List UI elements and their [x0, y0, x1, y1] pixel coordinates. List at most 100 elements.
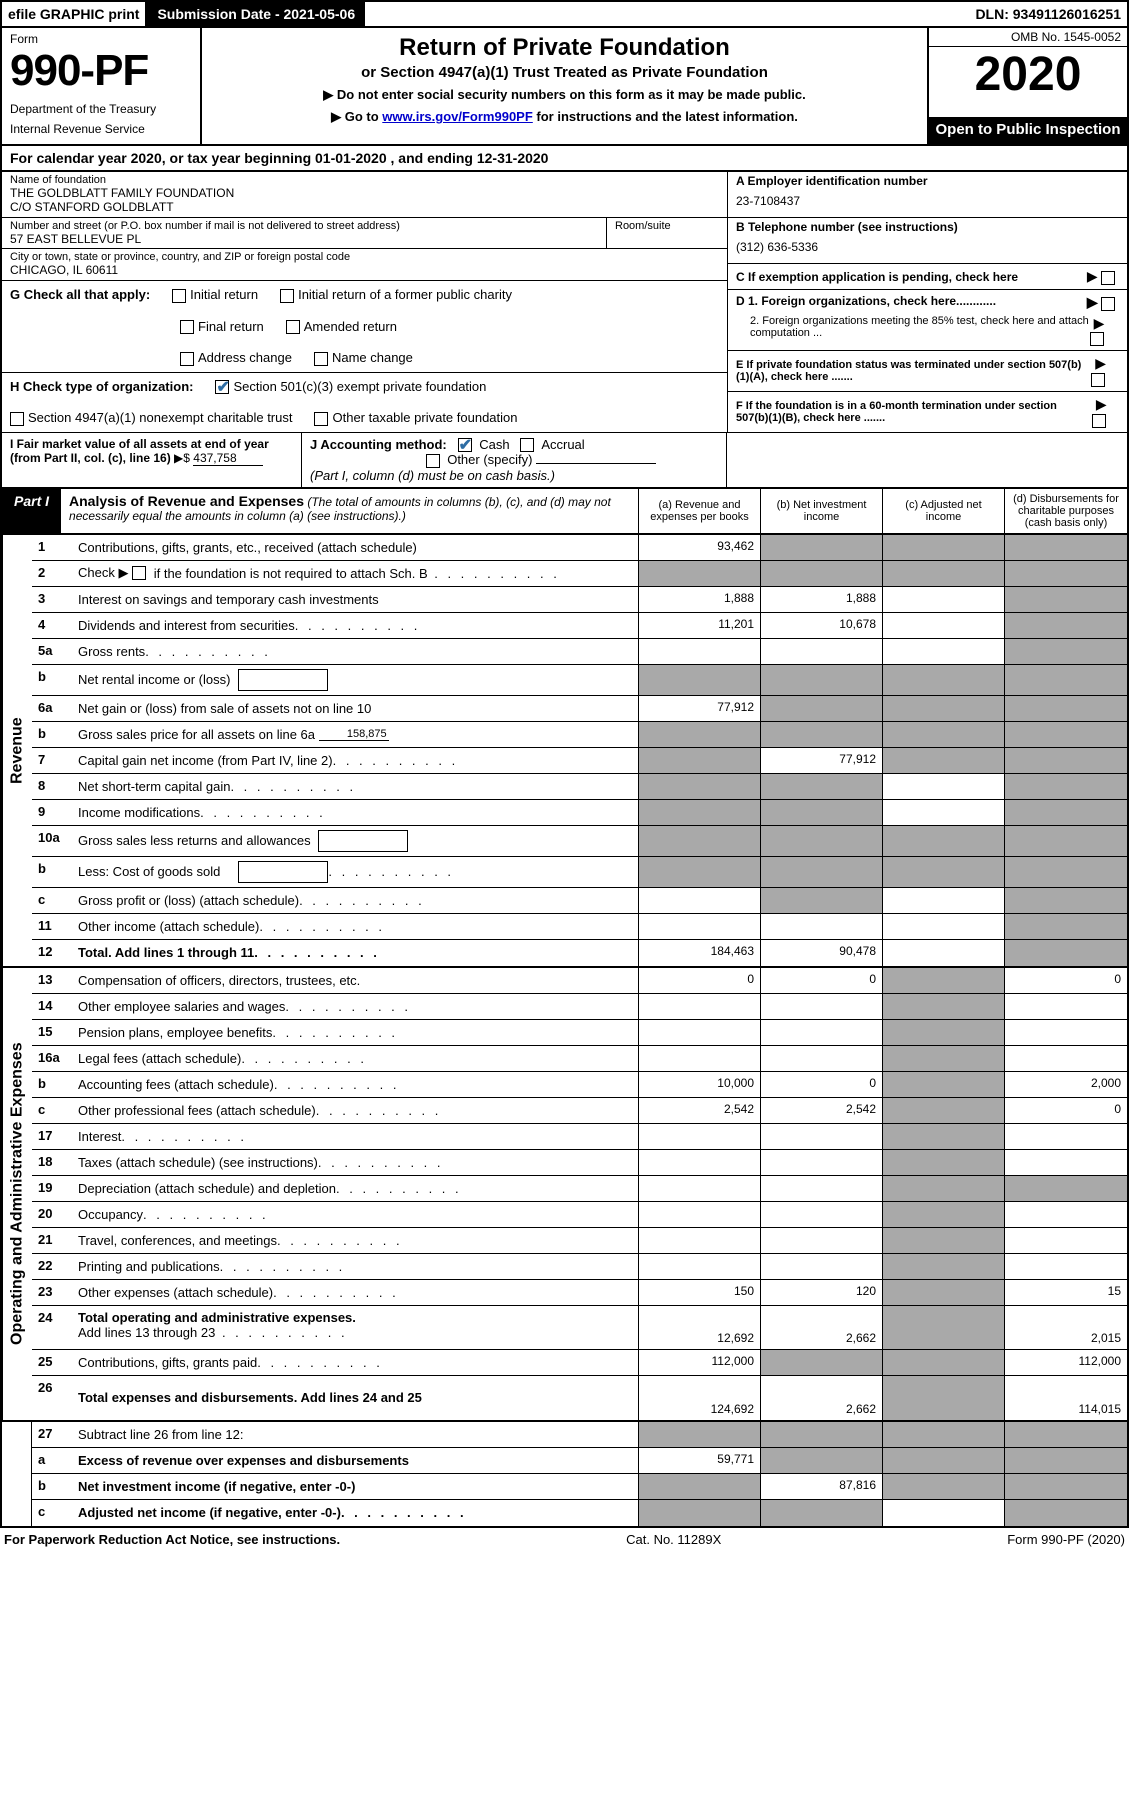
irs-label: Internal Revenue Service	[10, 122, 192, 136]
row-3: 3 Interest on savings and temporary cash…	[32, 587, 1127, 613]
efile-label[interactable]: efile GRAPHIC print	[2, 2, 147, 26]
row-27a: a Excess of revenue over expenses and di…	[32, 1448, 1127, 1474]
j-note: (Part I, column (d) must be on cash basi…	[310, 468, 555, 483]
col-b-hdr: (b) Net investment income	[761, 489, 883, 533]
dln-label: DLN: 93491126016251	[969, 6, 1127, 22]
name-label: Name of foundation	[10, 174, 719, 186]
footer-right: Form 990-PF (2020)	[1007, 1532, 1125, 1547]
checkbox-icon[interactable]	[280, 289, 294, 303]
checkbox-icon[interactable]	[1091, 373, 1105, 387]
row-23: 23 Other expenses (attach schedule) 150 …	[32, 1280, 1127, 1306]
e-label: E If private foundation status was termi…	[736, 359, 1091, 383]
checkbox-icon[interactable]	[180, 320, 194, 334]
checkbox-icon[interactable]	[180, 352, 194, 366]
city-label: City or town, state or province, country…	[10, 251, 719, 263]
checkbox-icon[interactable]	[1092, 414, 1106, 428]
part1-title: Analysis of Revenue and Expenses	[69, 493, 304, 509]
f-60month-row: F If the foundation is in a 60-month ter…	[728, 392, 1127, 432]
part1-header: Part I Analysis of Revenue and Expenses …	[0, 488, 1129, 535]
g-address-change[interactable]: Address change	[180, 350, 292, 366]
g-checks-row: G Check all that apply: Initial return I…	[2, 281, 727, 373]
accounting-cell: J Accounting method: Cash Accrual Other …	[302, 433, 727, 487]
d2-check[interactable]: ▶	[1090, 315, 1119, 346]
checkbox-icon[interactable]	[1101, 297, 1115, 311]
c-check[interactable]: ▶	[1083, 268, 1119, 285]
row-17: 17 Interest	[32, 1124, 1127, 1150]
checkbox-icon[interactable]	[314, 412, 328, 426]
header-left: Form 990-PF Department of the Treasury I…	[2, 28, 202, 144]
revenue-body: 1 Contributions, gifts, grants, etc., re…	[32, 535, 1127, 966]
checkbox-icon[interactable]	[520, 438, 534, 452]
checkbox-icon[interactable]	[314, 352, 328, 366]
row-16b: b Accounting fees (attach schedule) 10,0…	[32, 1072, 1127, 1098]
checkbox-icon[interactable]	[172, 289, 186, 303]
g-lead: G Check all that apply:	[10, 287, 150, 302]
checkbox-icon[interactable]	[1101, 271, 1115, 285]
row-22: 22 Printing and publications	[32, 1254, 1127, 1280]
d1-check[interactable]: ▶	[1083, 294, 1119, 311]
row-15: 15 Pension plans, employee benefits	[32, 1020, 1127, 1046]
checkbox-checked-icon[interactable]	[215, 380, 229, 394]
row-13: 13 Compensation of officers, directors, …	[32, 968, 1127, 994]
row-26: 26 Total expenses and disbursements. Add…	[32, 1376, 1127, 1420]
row-6a: 6a Net gain or (loss) from sale of asset…	[32, 696, 1127, 722]
g-initial-return[interactable]: Initial return	[172, 287, 258, 303]
row-1: 1 Contributions, gifts, grants, etc., re…	[32, 535, 1127, 561]
g-name-change[interactable]: Name change	[314, 350, 413, 366]
j-cash: Cash	[479, 437, 509, 452]
e-check[interactable]: ▶	[1091, 355, 1119, 387]
f-check[interactable]: ▶	[1092, 396, 1119, 428]
revenue-table: Revenue 1 Contributions, gifts, grants, …	[0, 535, 1129, 968]
row-10b: b Less: Cost of goods sold	[32, 857, 1127, 888]
fmv-cell: I Fair market value of all assets at end…	[2, 433, 302, 487]
blank-tab	[2, 1422, 32, 1526]
checkbox-icon[interactable]	[286, 320, 300, 334]
header-mid: Return of Private Foundation or Section …	[202, 28, 927, 144]
line27-body: 27 Subtract line 26 from line 12: a Exce…	[32, 1422, 1127, 1526]
h-501c3[interactable]: Section 501(c)(3) exempt private foundat…	[215, 379, 486, 395]
part1-badge: Part I	[2, 489, 61, 533]
address-row: Number and street (or P.O. box number if…	[2, 218, 727, 249]
checkbox-icon[interactable]	[1090, 332, 1104, 346]
goto-pre: ▶ Go to	[331, 109, 382, 124]
checkbox-icon[interactable]	[10, 412, 24, 426]
form990pf-link[interactable]: www.irs.gov/Form990PF	[382, 109, 533, 124]
open-public-badge: Open to Public Inspection	[929, 117, 1127, 144]
f-label: F If the foundation is in a 60-month ter…	[736, 400, 1092, 424]
row-18: 18 Taxes (attach schedule) (see instruct…	[32, 1150, 1127, 1176]
row-5b: b Net rental income or (loss)	[32, 665, 1127, 696]
g-final-return[interactable]: Final return	[180, 319, 264, 335]
footer-mid: Cat. No. 11289X	[626, 1532, 721, 1547]
checkbox-icon[interactable]	[132, 566, 146, 580]
h-checks-row: H Check type of organization: Section 50…	[2, 373, 727, 432]
checkbox-icon[interactable]	[426, 454, 440, 468]
part1-desc: Analysis of Revenue and Expenses (The to…	[61, 489, 639, 533]
row-10a: 10a Gross sales less returns and allowan…	[32, 826, 1127, 857]
h-4947[interactable]: Section 4947(a)(1) nonexempt charitable …	[10, 410, 292, 426]
row-27: 27 Subtract line 26 from line 12:	[32, 1422, 1127, 1448]
checkbox-checked-icon[interactable]	[458, 438, 472, 452]
g-initial-former[interactable]: Initial return of a former public charit…	[280, 287, 512, 303]
telephone-cell: B Telephone number (see instructions) (3…	[728, 218, 1127, 264]
submission-date: Submission Date - 2021-05-06	[147, 2, 365, 26]
inline-box	[238, 669, 328, 691]
inline-box	[318, 830, 408, 852]
j-accrual: Accrual	[541, 437, 584, 452]
city-cell: City or town, state or province, country…	[2, 249, 727, 281]
row-27c: c Adjusted net income (if negative, ente…	[32, 1500, 1127, 1526]
row-14: 14 Other employee salaries and wages	[32, 994, 1127, 1020]
row-7: 7 Capital gain net income (from Part IV,…	[32, 748, 1127, 774]
g-amended[interactable]: Amended return	[286, 319, 397, 335]
line27-table: 27 Subtract line 26 from line 12: a Exce…	[0, 1422, 1129, 1528]
col-d-hdr: (d) Disbursements for charitable purpose…	[1005, 489, 1127, 533]
form-subtitle: or Section 4947(a)(1) Trust Treated as P…	[212, 64, 917, 81]
row-10c: c Gross profit or (loss) (attach schedul…	[32, 888, 1127, 914]
h-other-taxable[interactable]: Other taxable private foundation	[314, 410, 517, 426]
header-right: OMB No. 1545-0052 2020 Open to Public In…	[927, 28, 1127, 144]
row-19: 19 Depreciation (attach schedule) and de…	[32, 1176, 1127, 1202]
identity-right: A Employer identification number 23-7108…	[727, 172, 1127, 432]
ein-label: A Employer identification number	[736, 174, 1119, 188]
revenue-tab: Revenue	[2, 535, 32, 966]
row-2: 2 Check ▶ if the foundation is not requi…	[32, 561, 1127, 587]
expenses-table: Operating and Administrative Expenses 13…	[0, 968, 1129, 1422]
